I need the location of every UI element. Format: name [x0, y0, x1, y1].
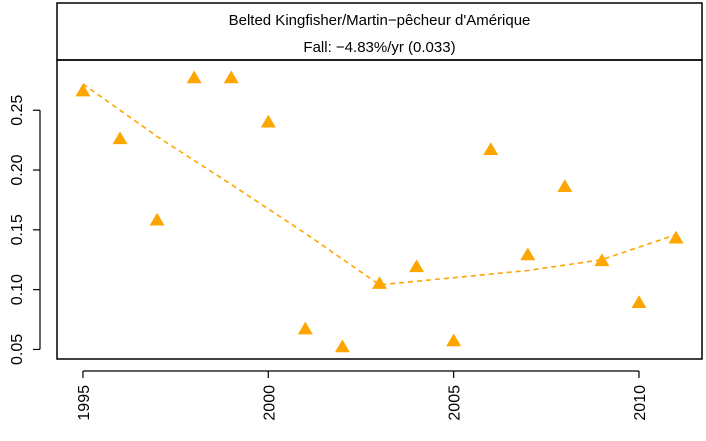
data-point: [297, 321, 313, 335]
y-tick-label: 0.15: [9, 214, 26, 245]
data-point: [594, 253, 610, 267]
y-tick-label: 0.05: [9, 334, 26, 365]
data-point: [260, 114, 276, 128]
data-point: [75, 83, 91, 97]
data-point: [483, 142, 499, 155]
species-title: Belted Kingfisher/Martin−pêcheur d'Améri…: [229, 12, 531, 29]
data-point: [372, 276, 387, 289]
data-point: [334, 339, 350, 353]
data-point: [631, 295, 647, 309]
x-tick-label: 2010: [632, 385, 649, 421]
strip-header: Belted Kingfisher/Martin−pêcheur d'Améri…: [56, 2, 703, 61]
data-point: [668, 230, 684, 244]
trend-line: [82, 83, 677, 286]
y-tick-label: 0.25: [9, 95, 26, 126]
data-point: [186, 70, 202, 84]
data-point: [409, 259, 425, 273]
y-tick-label: 0.20: [9, 154, 26, 185]
data-point: [223, 70, 239, 84]
trend-subtitle: Fall: −4.83%/yr (0.033): [303, 39, 455, 56]
x-tick-label: 1995: [76, 385, 93, 421]
data-point: [520, 247, 536, 261]
x-tick-label: 2005: [447, 385, 464, 421]
data-point: [446, 333, 462, 347]
data-point: [112, 131, 128, 145]
plot-frame: [56, 59, 703, 360]
y-tick-label: 0.10: [9, 274, 26, 305]
data-point: [557, 179, 573, 193]
data-point: [149, 212, 165, 226]
plot-marks: 0.05 0.10 0.15 0.20 0.25 1995 2000 2005 2010: [9, 70, 684, 421]
x-tick-label: 2000: [261, 385, 278, 421]
